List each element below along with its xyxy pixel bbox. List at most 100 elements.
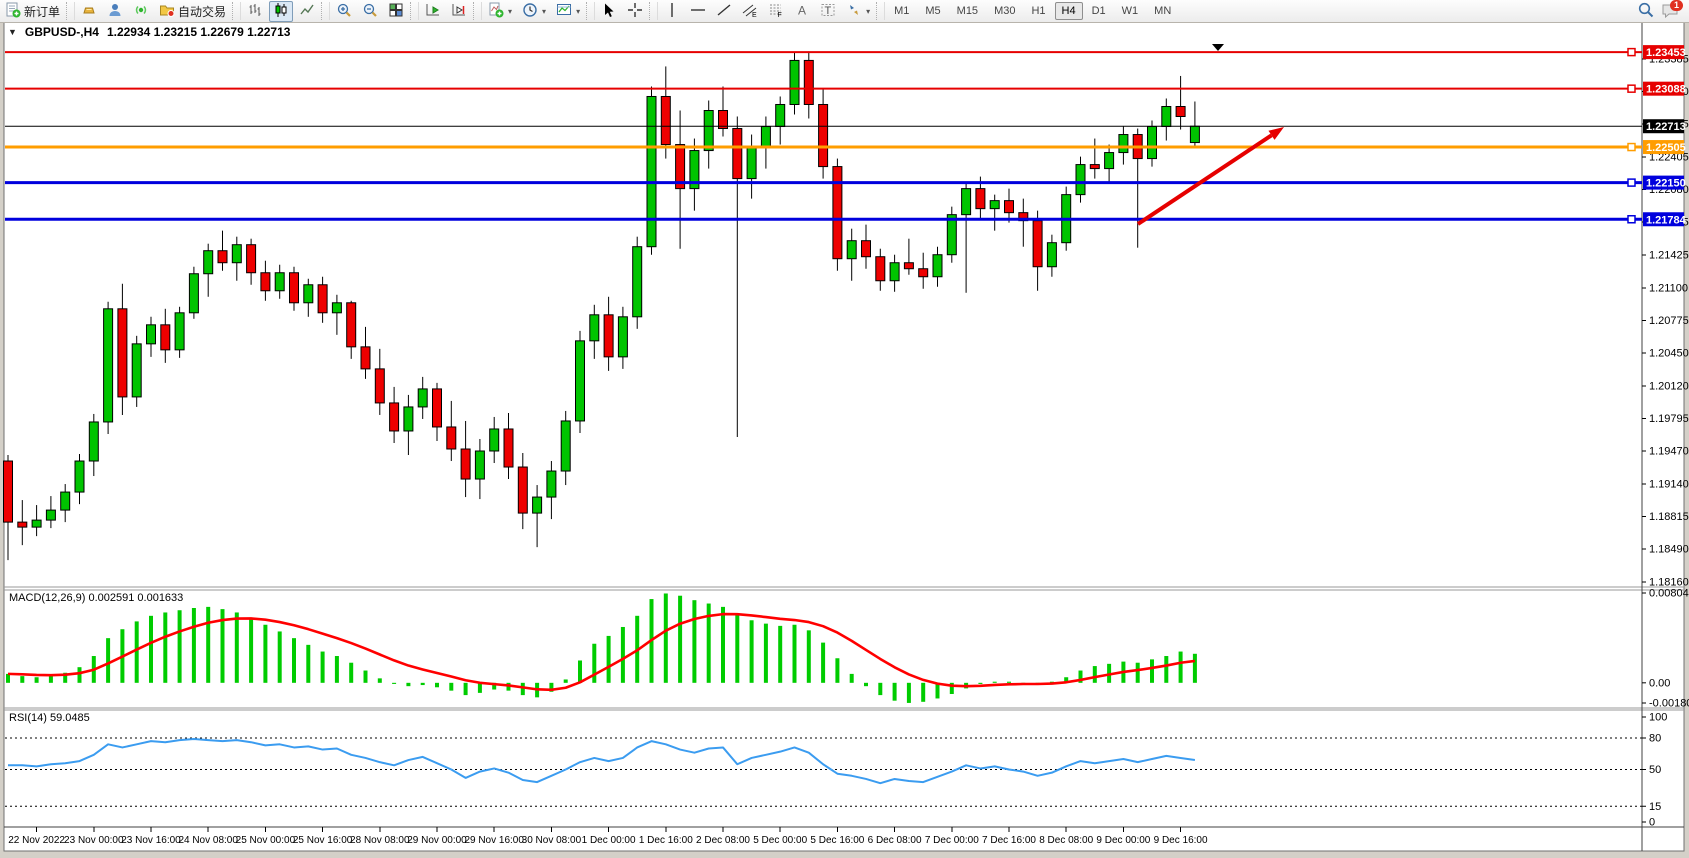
candle-up xyxy=(474,450,485,480)
macd-axis-label: 0.008043 xyxy=(1649,588,1689,600)
macd-bar xyxy=(406,682,411,687)
candle-down xyxy=(918,268,929,278)
candle-down xyxy=(117,308,128,398)
macd-bar xyxy=(1064,677,1069,683)
candle-up xyxy=(703,110,714,152)
date-tick-label: 6 Dec 08:00 xyxy=(868,835,922,846)
macd-bar xyxy=(48,676,53,683)
periods-button[interactable]: ▾ xyxy=(518,1,550,22)
hline-handle[interactable] xyxy=(1627,47,1636,57)
signals-button[interactable] xyxy=(129,1,153,22)
auto-trading-icon xyxy=(159,2,175,21)
crosshair-button[interactable] xyxy=(623,1,647,22)
trend-arrow-head[interactable] xyxy=(1268,127,1284,140)
candle-up xyxy=(932,254,943,278)
zoom-out-button[interactable] xyxy=(358,1,382,22)
toolbar-separator xyxy=(876,2,886,20)
date-tick-label: 23 Nov 16:00 xyxy=(121,835,181,846)
chart-menu-icon[interactable]: ▼ xyxy=(8,27,17,37)
chart-shift-button[interactable] xyxy=(447,1,471,22)
hline-handle[interactable] xyxy=(1627,178,1636,187)
candle-down xyxy=(3,460,13,523)
candle-down xyxy=(217,250,228,264)
timeframe-mn[interactable]: MN xyxy=(1154,5,1172,17)
rsi-axis-label: 15 xyxy=(1649,801,1661,813)
text-label-button[interactable]: T xyxy=(816,1,840,22)
auto-trading-button[interactable]: 自动交易 xyxy=(155,1,230,22)
profile-icon xyxy=(107,2,123,21)
macd-bar xyxy=(177,610,182,683)
timeframe-w1[interactable]: W1 xyxy=(1121,5,1139,17)
cursor-button[interactable] xyxy=(597,1,621,22)
svg-text:E: E xyxy=(752,12,757,18)
macd-bar xyxy=(477,682,482,693)
date-tick-label: 7 Dec 00:00 xyxy=(925,835,979,846)
macd-axis-label: -0.001807 xyxy=(1649,698,1689,710)
macd-bar xyxy=(320,651,325,683)
candle-up xyxy=(889,262,900,282)
indicators-button[interactable]: ▾ xyxy=(484,1,516,22)
signal-icon xyxy=(133,2,149,21)
new-order-button[interactable]: 新订单 xyxy=(1,1,64,22)
trend-arrow[interactable] xyxy=(1136,133,1273,226)
tile-windows-button[interactable] xyxy=(384,1,408,22)
date-tick-label: 30 Nov 08:00 xyxy=(522,835,582,846)
timeframe-h4[interactable]: H4 xyxy=(1054,2,1083,20)
macd-bar xyxy=(191,607,196,683)
equidistant-channel-button[interactable]: E xyxy=(738,1,762,22)
timeframe-m15[interactable]: M15 xyxy=(956,5,979,17)
vertical-line-button[interactable] xyxy=(660,1,684,22)
zoom-in-button[interactable] xyxy=(332,1,356,22)
line-chart-button[interactable] xyxy=(295,1,319,22)
candle-down xyxy=(503,428,514,468)
chat-button[interactable]: 1 xyxy=(1661,0,1683,20)
bar-chart-button[interactable] xyxy=(243,1,267,22)
timeframe-m30[interactable]: M30 xyxy=(994,5,1016,17)
hline-handle[interactable] xyxy=(1627,142,1636,152)
price-tick-label: 1.18160 xyxy=(1649,577,1689,589)
candle-up xyxy=(31,519,42,528)
rsi-indicator-label: RSI(14) 59.0485 xyxy=(9,712,90,724)
timeframe-m1[interactable]: M1 xyxy=(894,5,910,17)
timeframe-h1[interactable]: H1 xyxy=(1031,5,1046,17)
horizontal-line-button[interactable] xyxy=(686,1,710,22)
gold-bar-icon xyxy=(81,2,97,21)
search-icon[interactable] xyxy=(1637,1,1655,22)
auto-scroll-button[interactable] xyxy=(421,1,445,22)
candle-up xyxy=(1104,152,1115,170)
candle-down xyxy=(903,262,914,270)
trendline-button[interactable] xyxy=(712,1,736,22)
bar-chart-icon xyxy=(247,2,263,21)
candle-up xyxy=(1118,134,1129,154)
fibonacci-button[interactable]: F xyxy=(764,1,788,22)
candle-up xyxy=(589,314,600,342)
date-tick-label: 5 Dec 16:00 xyxy=(810,835,864,846)
candle-down xyxy=(374,368,385,404)
candlestick-chart-button[interactable] xyxy=(269,0,294,22)
date-tick-label: 23 Nov 00:00 xyxy=(64,835,124,846)
chart-shift-marker[interactable] xyxy=(1212,44,1224,51)
text-button[interactable]: A xyxy=(790,1,814,22)
zoom-in-icon xyxy=(336,2,352,21)
macd-bar xyxy=(34,677,39,683)
clock-icon xyxy=(522,2,538,21)
macd-bar xyxy=(835,658,840,683)
market-profile-button[interactable] xyxy=(103,1,127,22)
candle-down xyxy=(1175,105,1186,118)
macd-bar xyxy=(349,662,354,683)
candle-up xyxy=(331,302,342,314)
macd-bar xyxy=(420,682,425,686)
macd-bar xyxy=(20,676,25,683)
timeframe-d1[interactable]: D1 xyxy=(1091,5,1106,17)
hline-handle[interactable] xyxy=(1627,215,1636,224)
arrows-button[interactable]: ▾ xyxy=(842,1,874,22)
zoom-out-icon xyxy=(362,2,378,21)
timeframe-m5[interactable]: M5 xyxy=(925,5,941,17)
gold-chart-button[interactable] xyxy=(77,1,101,22)
hline-handle[interactable] xyxy=(1627,84,1636,93)
templates-button[interactable]: ▾ xyxy=(552,1,584,22)
candle-up xyxy=(1046,242,1057,268)
candle-up xyxy=(489,428,500,452)
price-tick-label: 1.19470 xyxy=(1649,446,1689,458)
